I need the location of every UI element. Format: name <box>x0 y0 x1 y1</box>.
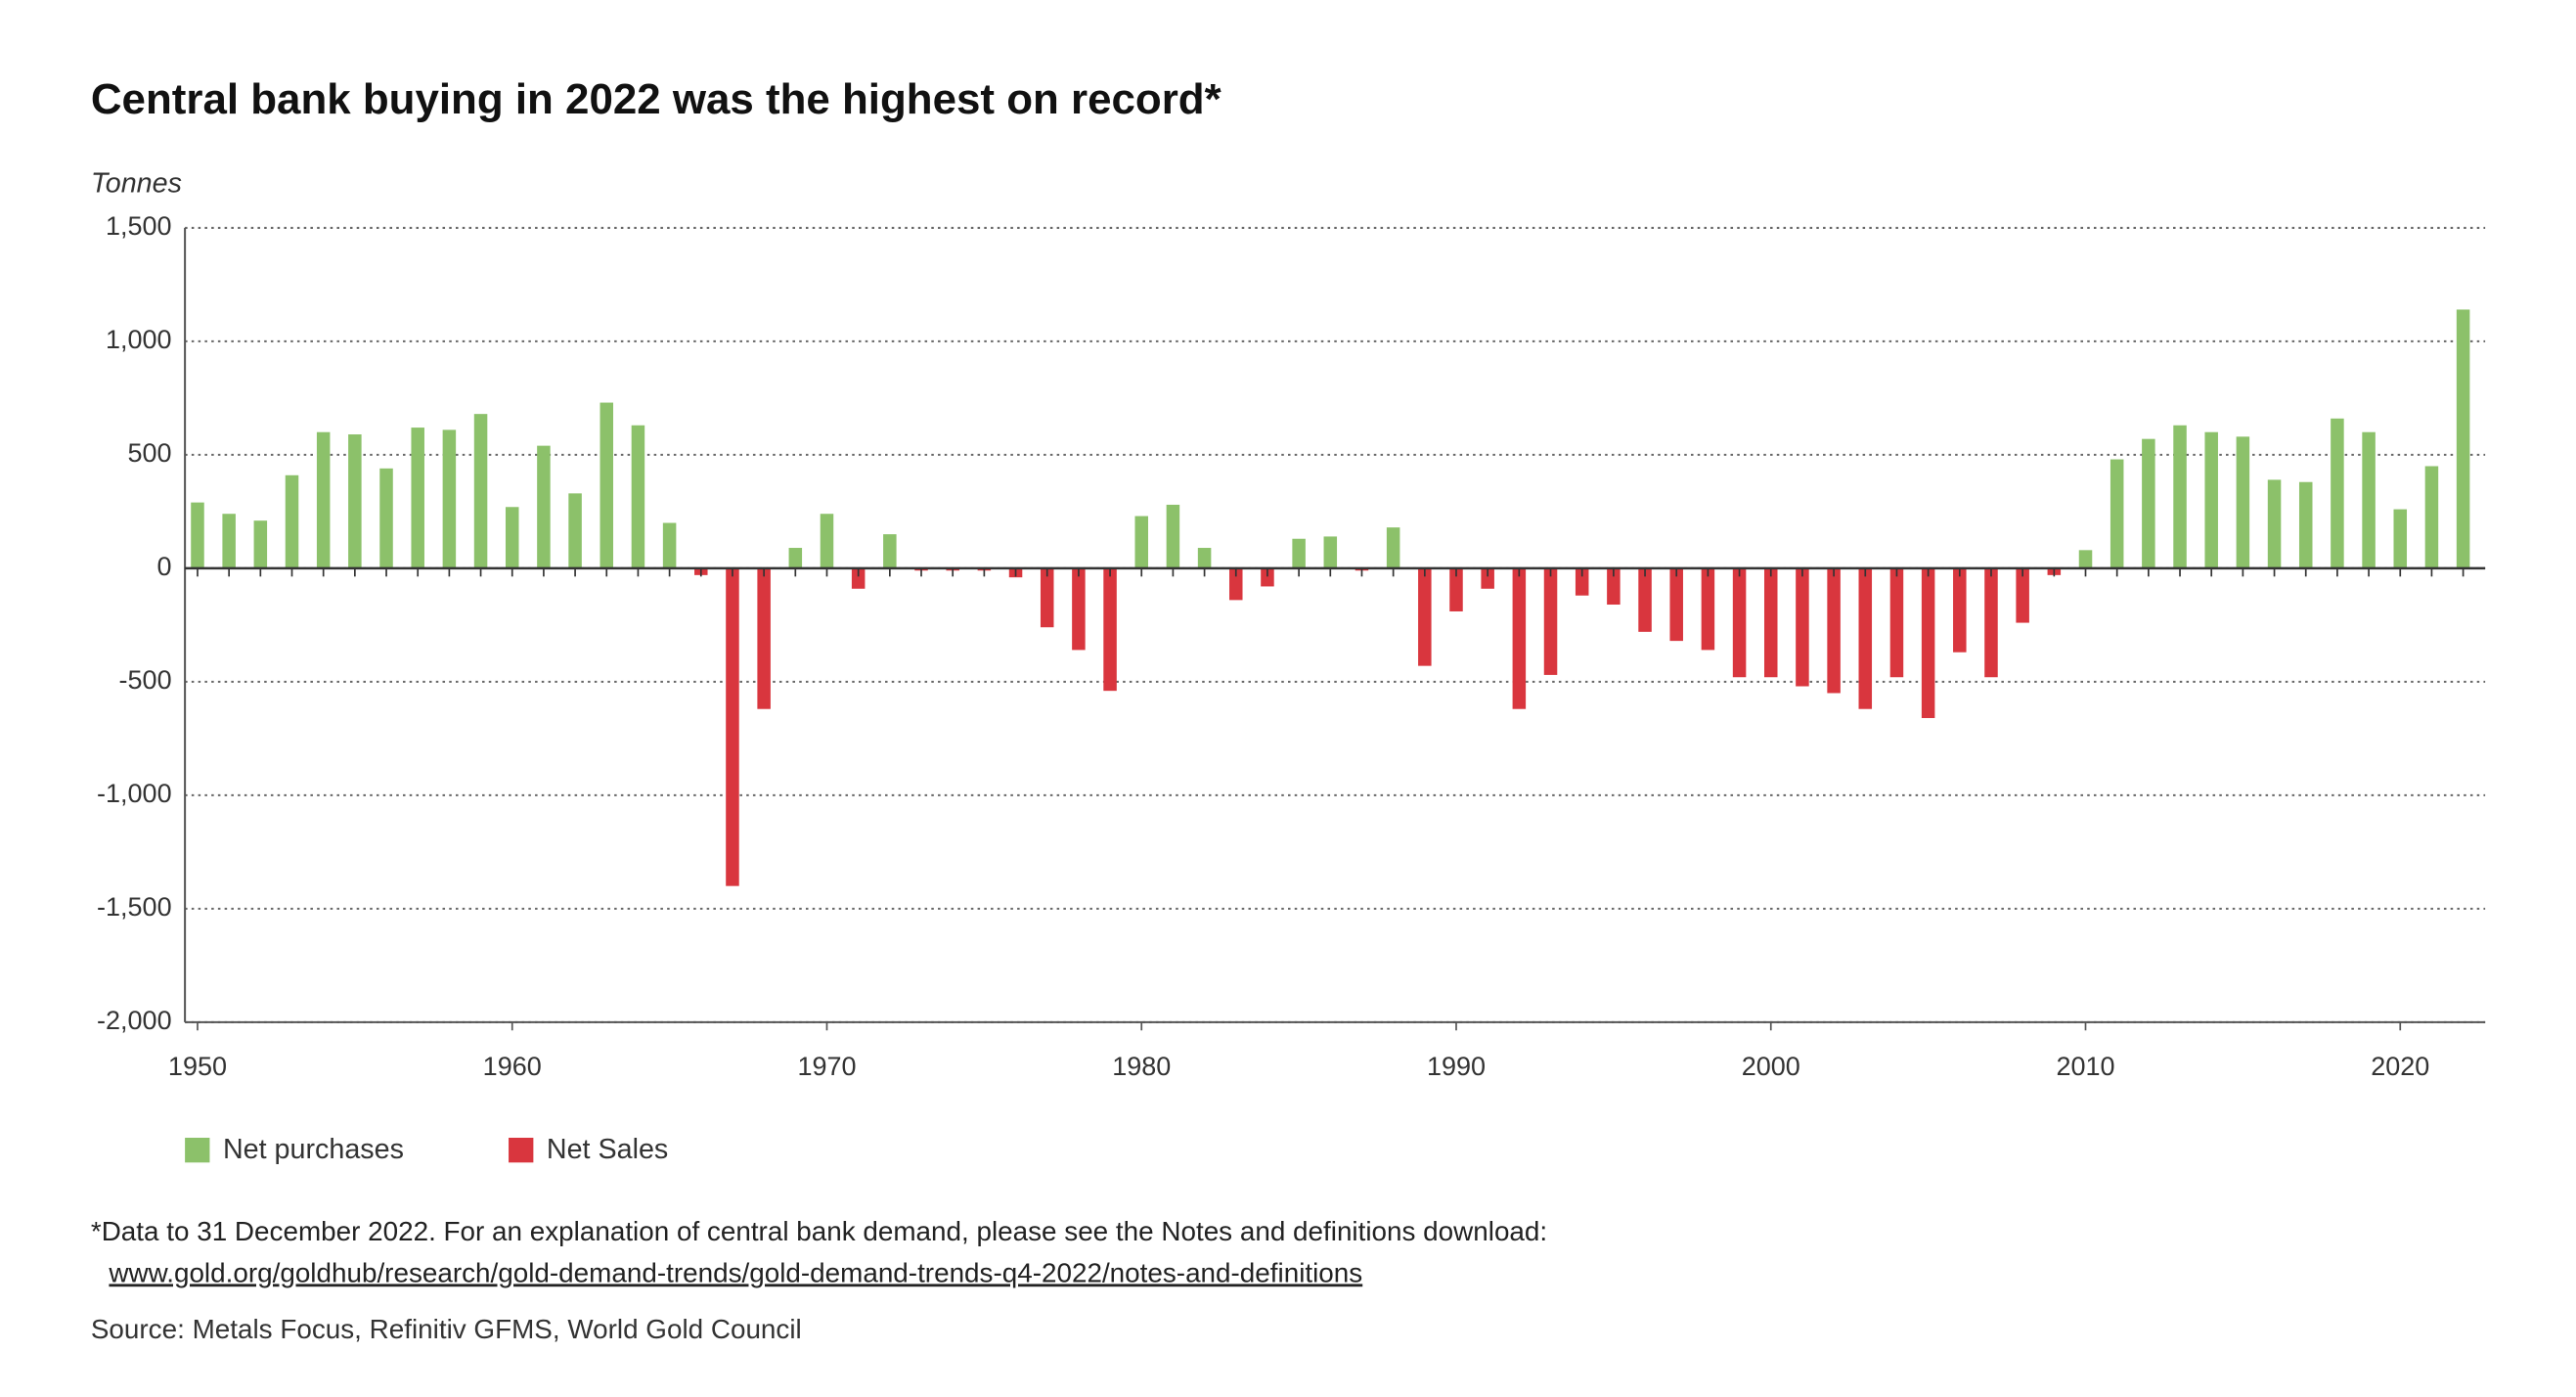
bar <box>568 493 582 568</box>
bar <box>1166 504 1180 568</box>
chart-title: Central bank buying in 2022 was the high… <box>91 75 1222 123</box>
source: Source: Metals Focus, Refinitiv GFMS, Wo… <box>91 1314 802 1344</box>
bar <box>1072 567 1086 651</box>
bar <box>1103 567 1117 692</box>
legend-swatch <box>185 1137 210 1163</box>
bar <box>2456 309 2470 568</box>
bar <box>2236 436 2250 568</box>
bar <box>505 507 519 568</box>
y-tick-label: 500 <box>128 438 172 468</box>
bar <box>2298 481 2313 568</box>
bar <box>1449 567 1463 611</box>
bar <box>1701 567 1715 651</box>
y-tick-label: -1,000 <box>97 779 172 808</box>
bar <box>442 429 457 568</box>
y-tick-label: 1,000 <box>106 325 172 354</box>
bar <box>1953 567 1967 653</box>
bar <box>1543 567 1558 675</box>
y-tick-label: -2,000 <box>97 1006 172 1035</box>
y-axis-label: Tonnes <box>91 168 182 200</box>
bar <box>473 414 488 568</box>
link[interactable]: www.gold.org/goldhub/research/gold-deman… <box>108 1257 1362 1287</box>
footnote: *Data to 31 December 2022. For an explan… <box>91 1216 1547 1246</box>
bar <box>411 428 424 568</box>
bar <box>1763 567 1778 678</box>
bar <box>2362 431 2376 568</box>
x-tick-label: 2000 <box>1742 1052 1800 1081</box>
bar <box>1134 516 1148 568</box>
bar <box>1292 538 1306 568</box>
bar <box>1229 567 1243 601</box>
bar <box>820 514 834 568</box>
bar <box>348 434 362 568</box>
bar <box>379 468 393 568</box>
bar <box>1040 567 1054 628</box>
bar <box>285 474 299 568</box>
legend-label: Net Sales <box>547 1134 668 1165</box>
legend-label: Net purchases <box>223 1134 404 1165</box>
x-tick-label: 1960 <box>483 1052 542 1081</box>
y-tick-label: -500 <box>119 665 172 695</box>
bar <box>2393 509 2408 568</box>
y-tick-label: 0 <box>157 552 172 581</box>
legend-swatch <box>509 1137 534 1163</box>
bar <box>2424 466 2439 568</box>
y-tick-label: 1,500 <box>106 211 172 241</box>
bar <box>2204 431 2218 568</box>
bar <box>222 514 236 568</box>
bar <box>1575 567 1589 596</box>
bar <box>1669 567 1683 642</box>
bar <box>1261 567 1274 587</box>
bar <box>1323 536 1338 568</box>
x-tick-label: 2020 <box>2371 1052 2429 1081</box>
bar <box>726 567 739 886</box>
bar <box>1386 527 1400 568</box>
bar <box>1858 567 1873 709</box>
bar <box>2016 567 2029 623</box>
bar <box>1984 567 1998 678</box>
bar <box>1921 567 1935 718</box>
bar <box>1827 567 1841 694</box>
bar <box>1481 567 1494 589</box>
bar <box>662 522 677 568</box>
bar <box>631 425 645 568</box>
bar <box>1732 567 1747 678</box>
x-tick-label: 1970 <box>797 1052 856 1081</box>
bar <box>600 402 614 568</box>
bar <box>2267 479 2282 568</box>
bar <box>883 534 897 568</box>
bar <box>1889 567 1904 678</box>
bar <box>1197 548 1212 568</box>
bar <box>191 502 204 568</box>
bar <box>2078 550 2093 568</box>
x-tick-label: 1980 <box>1112 1052 1171 1081</box>
bar <box>1796 567 1809 687</box>
bar <box>2331 418 2344 568</box>
bar <box>2173 425 2187 568</box>
bar <box>1418 567 1432 666</box>
x-tick-label: 1950 <box>168 1052 227 1081</box>
bar <box>788 548 803 568</box>
bar <box>2142 438 2155 568</box>
bar <box>253 520 268 568</box>
bar <box>1512 567 1527 709</box>
bar <box>316 431 331 568</box>
x-tick-label: 2010 <box>2056 1052 2114 1081</box>
x-tick-label: 1990 <box>1427 1052 1486 1081</box>
bar <box>1607 567 1621 606</box>
bar <box>1638 567 1652 632</box>
bar <box>757 567 771 709</box>
bar <box>2110 459 2124 568</box>
bar <box>851 567 866 589</box>
bar <box>537 445 551 568</box>
y-tick-label: -1,500 <box>97 892 172 922</box>
